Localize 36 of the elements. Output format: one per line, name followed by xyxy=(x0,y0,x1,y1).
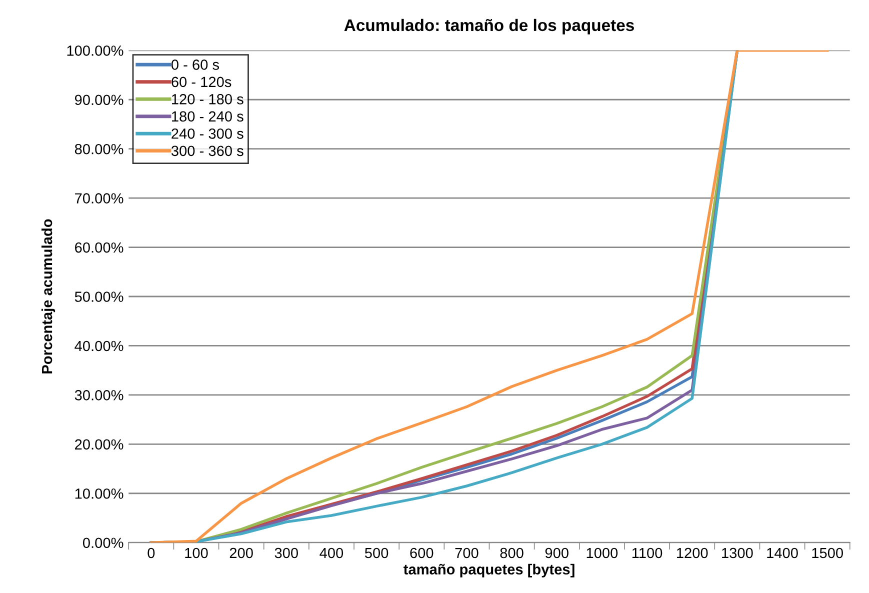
y-tick-label: 20.00% xyxy=(75,439,124,450)
x-tick-label: 400 xyxy=(320,548,344,558)
x-axis-title: tamaño paquetes [bytes] xyxy=(404,564,574,578)
legend-label: 120 - 180 s xyxy=(172,94,244,104)
legend-label: 0 - 60 s xyxy=(171,60,220,70)
x-tick-label: 1300 xyxy=(722,548,753,558)
legend-label: 300 - 360 s xyxy=(171,146,244,156)
y-tick-label: 40.00% xyxy=(74,340,124,352)
chart-title: Acumulado: tamaño de los paquetes xyxy=(344,18,634,34)
legend-label: 60 - 120s xyxy=(172,76,232,88)
x-tick-label: 600 xyxy=(410,548,434,558)
x-tick-label: 0 xyxy=(148,548,155,558)
legend-label: 240 - 300 s xyxy=(172,128,244,139)
x-tick-label: 300 xyxy=(274,548,298,558)
x-tick-label: 700 xyxy=(455,548,478,558)
x-tick-label: 1200 xyxy=(676,548,708,558)
y-axis-title: Porcentaje acumulado xyxy=(41,219,56,374)
y-tick-label: 50.00% xyxy=(74,292,124,302)
x-tick-label: 800 xyxy=(500,548,524,558)
y-tick-label: 80.00% xyxy=(74,144,124,154)
legend-label: 180 - 240 s xyxy=(172,111,244,122)
x-tick-label: 200 xyxy=(230,548,253,558)
x-tick-label: 1100 xyxy=(632,548,662,558)
x-tick-label: 1400 xyxy=(767,548,798,558)
x-tick-label: 100 xyxy=(185,548,208,558)
y-tick-label: 0.00% xyxy=(82,538,124,548)
x-tick-label: 500 xyxy=(364,548,388,558)
y-tick-label: 10.00% xyxy=(75,488,124,499)
x-tick-label: 900 xyxy=(545,548,568,558)
y-tick-label: 60.00% xyxy=(75,242,124,253)
y-tick-label: 70.00% xyxy=(75,193,124,204)
y-tick-label: 30.00% xyxy=(74,390,124,400)
y-tick-label: 100.00% xyxy=(67,46,124,56)
y-tick-label: 90.00% xyxy=(74,94,124,106)
x-tick-label: 1000 xyxy=(586,548,618,558)
x-tick-label: 1500 xyxy=(812,548,843,558)
